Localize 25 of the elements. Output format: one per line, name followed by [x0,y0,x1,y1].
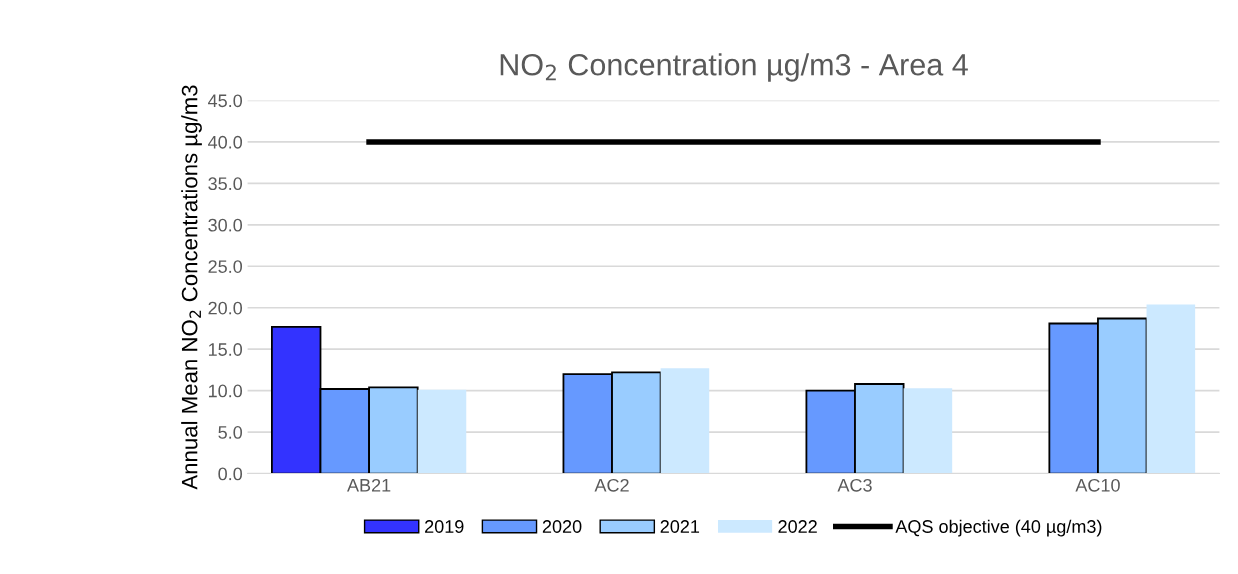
bar [660,368,710,474]
legend-label: 2019 [425,520,464,533]
y-tick-label: 35.0 [208,177,243,191]
y-tick-label: 10.0 [208,384,243,398]
y-tick-label: 0.0 [218,467,243,481]
bar [1146,304,1196,474]
bar [903,388,953,474]
x-tick-label: AC2 [594,478,629,492]
x-tick-label: AC3 [837,478,872,492]
legend-label: 2021 [660,520,700,533]
y-tick-label: 40.0 [208,135,243,149]
bar [417,389,467,474]
y-tick-label: 45.0 [208,94,243,108]
x-tick-label: AC10 [1075,478,1120,492]
y-tick-label: 5.0 [218,426,243,439]
legend-label: AQS objective (40 µg/m3) [895,519,1102,537]
legend-label: 2022 [778,520,817,533]
chart-title: NO$_{2}$ Concentration µg/m3 - Area 4 [500,53,968,82]
y-tick-label: 15.0 [208,343,243,356]
y-tick-label: 20.0 [208,301,243,315]
legend-label: 2020 [542,520,582,533]
x-tick-label: AB21 [347,478,391,492]
y-tick-label: 30.0 [208,218,243,232]
y-axis-title: Annual Mean NO$_{2}$ Concentrations µg/m3 [181,85,202,490]
y-tick-label: 25.0 [208,260,243,273]
